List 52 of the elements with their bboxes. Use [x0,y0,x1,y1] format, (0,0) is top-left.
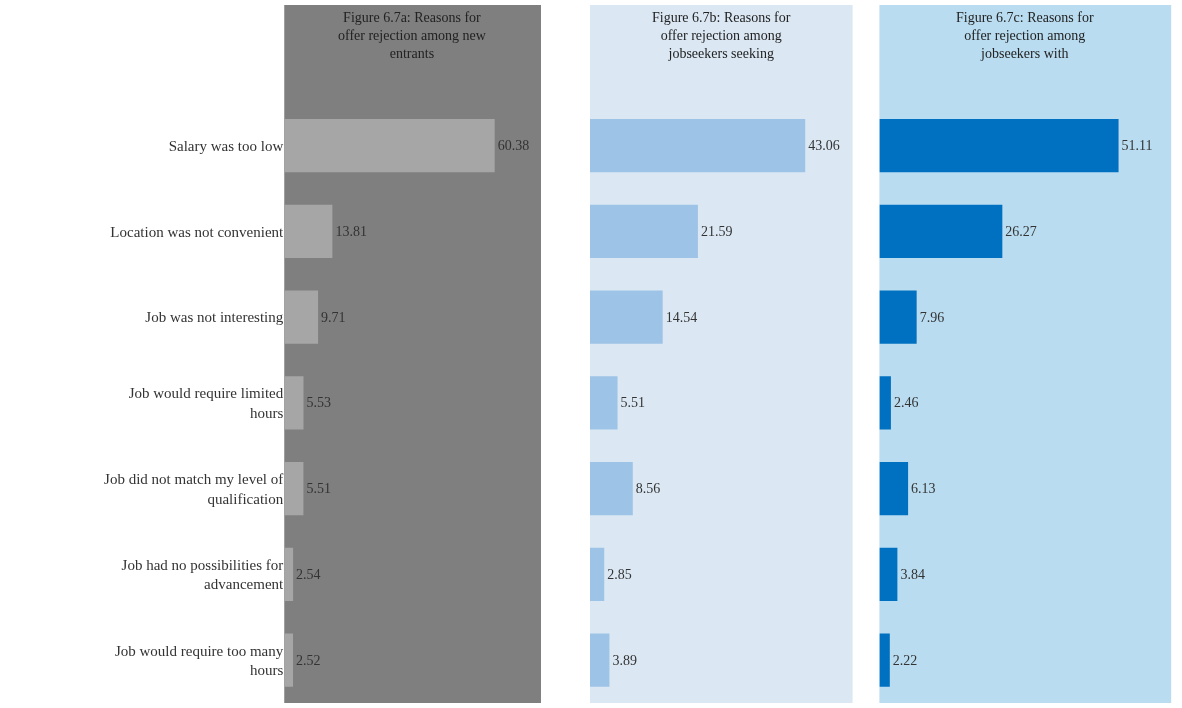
bar [284,290,319,344]
data-label: 13.81 [335,223,367,239]
bar [284,376,304,430]
data-label: 51.11 [1121,138,1153,154]
data-label: 7.96 [919,309,945,325]
bar [879,204,1003,258]
chart-title: Figure 6.7c: Reasons for offer rejection among jobseekers with [956,10,1094,62]
data-label: 5.53 [306,395,332,411]
bar [879,462,909,516]
bar [590,290,663,344]
data-label: 3.84 [900,566,925,582]
y-tick-label: Job would require limited hours [128,385,284,421]
y-tick-label: Job did not match my level of qualification [104,471,284,507]
bar [590,376,618,430]
y-tick-label: Location was not convenient [110,223,285,240]
data-label: 43.06 [808,138,840,154]
bar [879,547,898,601]
data-label: 9.71 [321,309,346,325]
chart-title: Figure 6.7b: Reasons for offer rejection among jobseekers seeking [652,10,791,62]
bar [590,462,633,516]
bar [879,376,891,430]
data-label: 2.54 [296,566,321,582]
data-label: 3.89 [612,652,637,668]
bar [879,633,890,687]
y-tick-label: Job would require too many hours [114,642,284,679]
data-label: 2.46 [893,395,919,411]
bar [284,462,304,516]
data-label: 26.27 [1005,223,1037,239]
chart-title: Figure 6.7a: Reasons for offer rejection among new entrants [338,10,487,62]
y-tick-label: Job had no possibilities for advancement [121,556,285,593]
bar [879,119,1119,173]
y-tick-label: Salary was too low [168,137,284,154]
bar [284,547,294,601]
data-label: 21.59 [700,223,733,239]
y-tick-label: Job was not interesting [145,309,284,326]
bar [590,547,605,601]
data-label: 2.85 [607,566,632,582]
data-label: 5.51 [620,395,646,411]
bar [590,633,610,687]
bar [284,204,333,258]
data-label: 5.51 [306,481,331,497]
bar [590,119,806,173]
bar [590,204,698,258]
data-label: 2.52 [296,652,321,668]
data-label: 14.54 [665,309,698,325]
data-label: 8.56 [635,481,661,497]
data-label: 60.38 [497,138,530,154]
bar [284,633,294,687]
bar [879,290,917,344]
data-label: 6.13 [911,481,936,497]
bar [284,119,495,173]
data-label: 2.22 [892,652,918,668]
